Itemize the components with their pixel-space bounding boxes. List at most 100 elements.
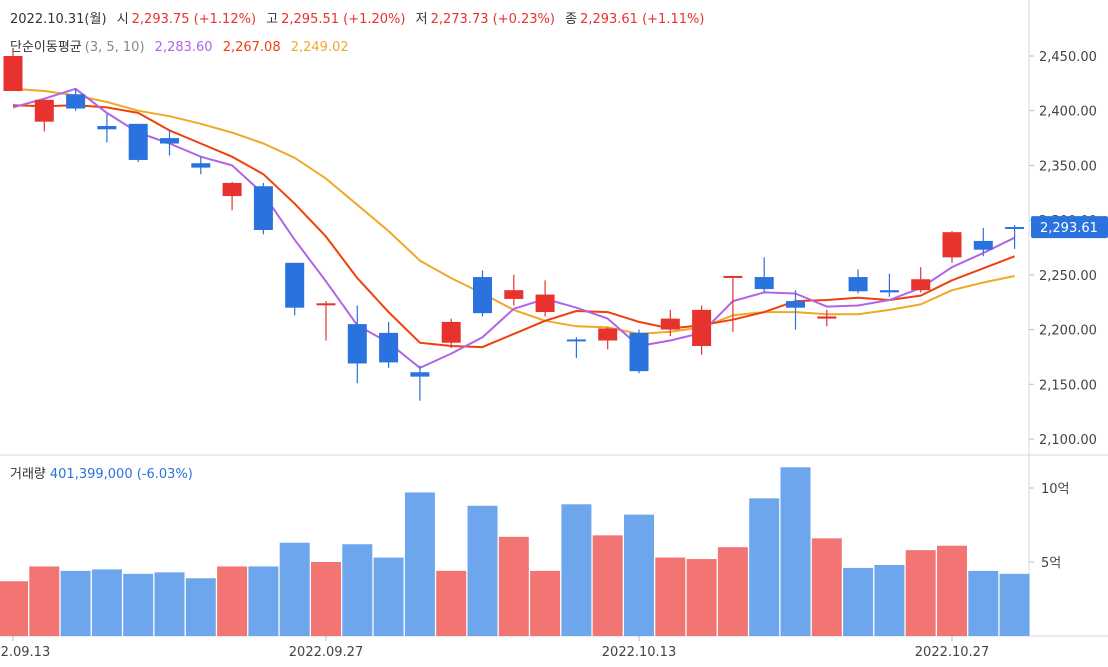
candle-body <box>535 294 555 313</box>
close-value: 2,293.61 (+1.11%) <box>580 12 705 27</box>
candle-body <box>410 372 430 377</box>
volume-bar <box>968 570 999 636</box>
candle-body <box>253 186 273 230</box>
volume-axis: 10억 5억 <box>1029 482 1070 571</box>
price-tick-label: 2,150.00 <box>1039 378 1097 393</box>
ma-legend[interactable]: 단순이동평균 (3, 5, 10) 2,283.60 2,267.08 2,249… <box>10 36 355 55</box>
volume-bar <box>342 544 373 636</box>
candle-body <box>566 339 586 342</box>
current-price-tag-bg <box>1031 216 1108 239</box>
date-label: 2022.10.31(월) <box>10 12 107 27</box>
time-tick-label: 2022.09.27 <box>289 645 363 660</box>
ma10-value: 2,249.02 <box>290 40 349 55</box>
ma5-line <box>12 104 1015 349</box>
time-tick-label: 2022.10.13 <box>602 645 676 660</box>
candle-body <box>222 182 242 197</box>
volume-bar <box>592 535 623 636</box>
close-label: 종 <box>565 12 578 27</box>
volume-bar <box>843 567 874 636</box>
candle-body <box>692 309 712 346</box>
volume-bar <box>937 545 967 636</box>
volume-bar <box>91 569 122 636</box>
volume-bar <box>999 573 1030 636</box>
ma3-line <box>12 87 1016 369</box>
volume-bar <box>248 566 279 636</box>
volume-bar <box>154 572 185 636</box>
volume-legend-value: 401,399,000 (-6.03%) <box>49 467 193 482</box>
candle-body <box>441 321 461 343</box>
price-tick-label: 2,250.00 <box>1039 269 1097 284</box>
candle-body <box>879 290 899 293</box>
time-tick-label: 2022.09.13 <box>0 645 50 660</box>
volume-bar <box>60 570 91 636</box>
candle-body <box>817 316 837 319</box>
volume-bar <box>498 536 529 636</box>
volume-legend-label: 거래량 <box>10 467 46 482</box>
candle-body <box>848 277 868 292</box>
candle-body <box>911 279 931 291</box>
candle-body <box>3 56 23 92</box>
volume-bar <box>905 550 936 636</box>
ma-legend-label: 단순이동평균 <box>10 40 82 55</box>
candle-body <box>629 332 649 372</box>
volume-bars <box>0 467 1030 636</box>
candle-body <box>598 328 618 341</box>
high-label: 고 <box>266 12 279 27</box>
volume-bar <box>185 578 216 636</box>
candle-body <box>379 332 399 363</box>
candle-body <box>160 138 179 144</box>
volume-bar <box>373 557 404 636</box>
candle-body <box>97 126 117 130</box>
volume-bar <box>624 514 654 636</box>
time-axis: 2022.09.13 2022.09.27 2022.10.13 2022.10.27 <box>0 636 989 660</box>
price-tick-label: 2,200.00 <box>1039 324 1097 339</box>
candle-body <box>66 94 86 109</box>
price-tick-label: 2,400.00 <box>1039 105 1097 120</box>
candle-body <box>504 290 524 299</box>
candle-body <box>786 301 805 308</box>
current-price-tag-text: 2,293.61 <box>1040 221 1098 236</box>
ma5-path <box>12 104 1015 349</box>
candles <box>3 50 1025 401</box>
volume-bar <box>404 492 435 636</box>
candle-body <box>128 123 148 160</box>
candle-body <box>347 324 367 364</box>
low-label: 저 <box>415 12 428 27</box>
volume-tick-label: 10억 <box>1041 482 1070 497</box>
candle-body <box>316 303 336 306</box>
volume-bar <box>686 559 717 636</box>
candle-body <box>754 277 774 290</box>
price-axis: 2,450.002,400.002,350.002,300.002,250.00… <box>1029 50 1097 448</box>
volume-tick-label: 5억 <box>1041 556 1061 571</box>
price-tick-label: 2,450.00 <box>1039 50 1097 65</box>
high-value: 2,295.51 (+1.20%) <box>281 12 406 27</box>
volume-bar <box>0 581 28 636</box>
time-tick-label: 2022.10.27 <box>915 645 989 660</box>
volume-bar <box>311 562 341 636</box>
candle-body <box>473 277 492 314</box>
volume-bar <box>749 498 780 636</box>
volume-legend[interactable]: 거래량 401,399,000 (-6.03%) <box>10 463 199 482</box>
candle-body <box>34 99 54 122</box>
volume-bar <box>561 504 592 636</box>
open-label: 시 <box>116 12 129 27</box>
volume-bar <box>467 505 498 636</box>
candle-body <box>973 240 993 250</box>
volume-bar <box>811 538 842 636</box>
candle-body <box>1005 226 1025 229</box>
ma3-value: 2,283.60 <box>154 40 213 55</box>
low-value: 2,273.73 (+0.23%) <box>430 12 555 27</box>
volume-bar <box>655 557 686 636</box>
volume-bar <box>717 547 748 636</box>
current-price-tag: 2,293.61 <box>1031 216 1108 239</box>
volume-bar <box>780 467 811 636</box>
ma5-value: 2,267.08 <box>222 40 281 55</box>
ohlc-header: 2022.10.31(월) 시 2,293.75 (+1.12%) 고 2,295.… <box>10 8 710 27</box>
ma-legend-params: (3, 5, 10) <box>84 40 145 55</box>
ma3-path <box>12 87 1016 369</box>
price-tick-label: 2,100.00 <box>1039 433 1097 448</box>
volume-bar <box>436 570 467 636</box>
volume-bar <box>874 564 905 636</box>
volume-bar <box>123 573 154 636</box>
